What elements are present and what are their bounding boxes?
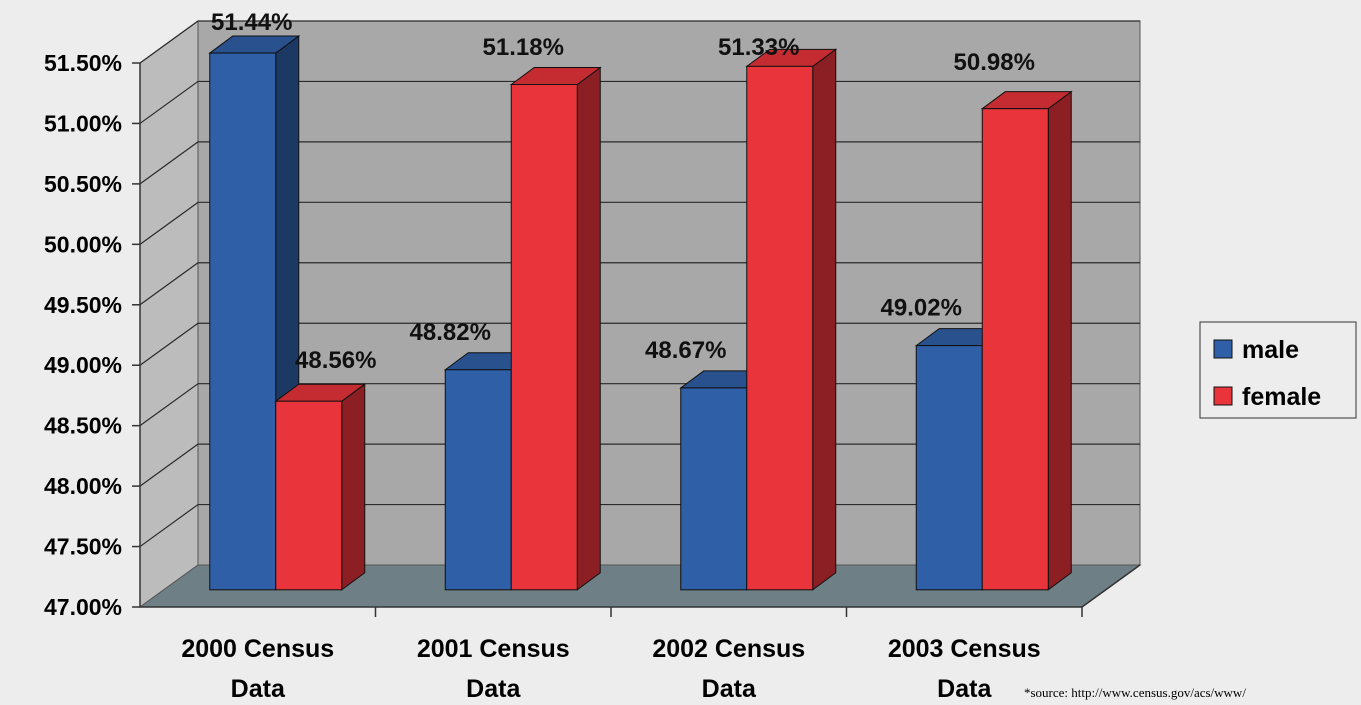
y-tick-label: 48.00% [44, 473, 122, 499]
data-labels: 51.44% 48.56% 48.82% 51.18% 48.67% 51.33% 49.0… [211, 9, 1035, 374]
bar-side [341, 383, 366, 591]
y-axis-tick-labels: 47.00% 47.50% 48.00% 48.50% 49.00% 49.50% 50.0… [44, 50, 122, 620]
bar-female-1 [274, 383, 367, 591]
y-tick-label: 51.50% [44, 50, 122, 76]
x-axis-category-labels: 2000 Census Data 2001 Census Data 2002 Censu… [181, 635, 1040, 703]
bar-front [915, 345, 983, 591]
bar-female-3 [745, 48, 838, 591]
bars [208, 35, 1073, 591]
legend-label-female: female [1242, 383, 1321, 411]
category-label: Data [466, 675, 521, 703]
category-label: 2000 Census [181, 635, 334, 663]
bar-front [981, 108, 1049, 591]
bar-female-2 [509, 66, 602, 591]
bar-side [812, 48, 837, 591]
legend-swatch-male [1213, 339, 1233, 359]
side-wall [139, 20, 199, 608]
bar-front [680, 387, 748, 591]
data-label-male: 51.44% [211, 9, 292, 36]
bar-side [1047, 90, 1072, 591]
chart-walls [138, 20, 1142, 608]
category-label: Data [231, 675, 286, 703]
category-label: 2002 Census [652, 635, 805, 663]
data-label-male: 49.02% [881, 295, 962, 322]
bar-front [510, 83, 578, 591]
category-label: Data [937, 675, 992, 703]
category-label: Data [702, 675, 757, 703]
bar-female-4 [980, 90, 1073, 591]
bar-front [444, 369, 512, 591]
data-label-male: 48.67% [645, 337, 726, 364]
bar-side [576, 66, 601, 591]
data-label-female: 51.33% [718, 34, 799, 61]
y-tick-label: 51.00% [44, 110, 122, 136]
category-label: 2003 Census [888, 635, 1041, 663]
y-tick-label: 49.50% [44, 292, 122, 318]
data-label-female: 50.98% [954, 49, 1035, 76]
bar-front [746, 65, 814, 591]
data-label-male: 48.82% [410, 319, 491, 346]
data-label-female: 51.18% [483, 34, 564, 61]
legend: male female [1199, 321, 1357, 419]
y-tick-label: 47.00% [44, 594, 122, 620]
floor-edge [1081, 564, 1141, 608]
y-tick-label: 47.50% [44, 534, 122, 560]
data-label-female: 48.56% [295, 347, 376, 374]
category-label: 2001 Census [417, 635, 570, 663]
gridline [139, 20, 1140, 64]
legend-label-male: male [1242, 336, 1299, 364]
bar-front [275, 400, 343, 591]
y-tick-label: 48.50% [44, 413, 122, 439]
bar-male-1 [208, 35, 301, 591]
bar-front [209, 52, 277, 591]
y-tick-label: 50.50% [44, 171, 122, 197]
y-tick-label: 49.00% [44, 352, 122, 378]
legend-swatch-female [1213, 386, 1233, 406]
y-tick-label: 50.00% [44, 231, 122, 257]
source-note: *source: http://www.census.gov/acs/www/ [1024, 685, 1246, 700]
